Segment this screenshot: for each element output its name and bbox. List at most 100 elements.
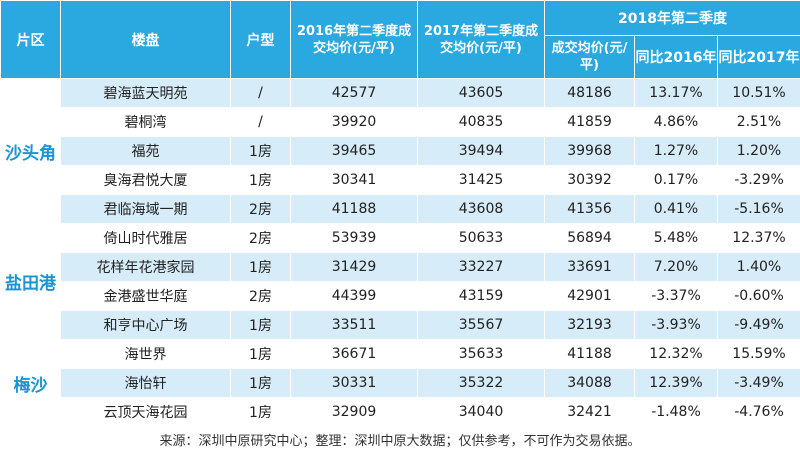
project-name: 和亨中心广场 (61, 311, 231, 340)
source-note: 来源：深圳中原研究中心；整理：深圳中原大数据；仅供参考，不可作为交易依据。 (0, 427, 800, 457)
price-2018: 56894 (545, 224, 635, 253)
unit-type: 1房 (231, 253, 291, 282)
price-2018: 42901 (545, 282, 635, 311)
price-2017: 33227 (418, 253, 545, 282)
price-2018: 33691 (545, 253, 635, 282)
yoy-2017: 2.51% (718, 108, 800, 137)
unit-type: 2房 (231, 282, 291, 311)
price-2018: 34088 (545, 369, 635, 398)
unit-type: / (231, 79, 291, 108)
project-name: 海世界 (61, 340, 231, 369)
price-2018: 32421 (545, 398, 635, 427)
yoy-2016: 4.86% (635, 108, 718, 137)
yoy-2016: 5.48% (635, 224, 718, 253)
yoy-2017: 1.40% (718, 253, 800, 282)
price-2018: 48186 (545, 79, 635, 108)
price-2016: 30341 (291, 166, 418, 195)
project-name: 金港盛世华庭 (61, 282, 231, 311)
yoy-2017: -0.60% (718, 282, 800, 311)
price-2017: 35633 (418, 340, 545, 369)
price-2017: 35567 (418, 311, 545, 340)
price-2016: 30331 (291, 369, 418, 398)
price-2018: 41859 (545, 108, 635, 137)
unit-type: 1房 (231, 398, 291, 427)
yoy-2017: -3.29% (718, 166, 800, 195)
yoy-2017: 10.51% (718, 79, 800, 108)
price-2018: 30392 (545, 166, 635, 195)
project-name: 倚山时代雅居 (61, 224, 231, 253)
unit-type: 1房 (231, 369, 291, 398)
price-2018: 41188 (545, 340, 635, 369)
price-2016: 31429 (291, 253, 418, 282)
yoy-2017: -4.76% (718, 398, 800, 427)
yoy-2016: 1.27% (635, 137, 718, 166)
header-q2-2018: 2018年第二季度 (545, 1, 800, 36)
price-2017: 39494 (418, 137, 545, 166)
project-name: 臭海君悦大厦 (61, 166, 231, 195)
header-project: 楼盘 (61, 1, 231, 79)
project-name: 云顶天海花园 (61, 398, 231, 427)
unit-type: / (231, 108, 291, 137)
table-header: 片区 楼盘 户型 2016年第二季度成交均价(元/平) 2017年第二季度成交均… (1, 1, 800, 79)
price-2017: 50633 (418, 224, 545, 253)
yoy-2017: 1.20% (718, 137, 800, 166)
yoy-2016: 0.17% (635, 166, 718, 195)
price-2017: 31425 (418, 166, 545, 195)
price-2016: 39920 (291, 108, 418, 137)
price-2017: 43608 (418, 195, 545, 224)
yoy-2017: -3.49% (718, 369, 800, 398)
project-name: 碧桐湾 (61, 108, 231, 137)
unit-type: 2房 (231, 224, 291, 253)
yoy-2016: 12.39% (635, 369, 718, 398)
unit-type: 1房 (231, 166, 291, 195)
price-2016: 33511 (291, 311, 418, 340)
project-name: 碧海蓝天明苑 (61, 79, 231, 108)
project-name: 海怡轩 (61, 369, 231, 398)
price-table: 片区 楼盘 户型 2016年第二季度成交均价(元/平) 2017年第二季度成交均… (0, 0, 800, 427)
project-name: 花样年花港家园 (61, 253, 231, 282)
yoy-2016: 7.20% (635, 253, 718, 282)
project-name: 君临海域一期 (61, 195, 231, 224)
price-2016: 53939 (291, 224, 418, 253)
header-yoy-2017: 同比2017年 (718, 36, 800, 79)
price-2016: 42577 (291, 79, 418, 108)
unit-type: 1房 (231, 137, 291, 166)
district-label: 梅沙 (1, 340, 61, 427)
price-2016: 41188 (291, 195, 418, 224)
price-2018: 41356 (545, 195, 635, 224)
yoy-2016: -3.37% (635, 282, 718, 311)
unit-type: 1房 (231, 340, 291, 369)
yoy-2017: -5.16% (718, 195, 800, 224)
price-2018: 39968 (545, 137, 635, 166)
district-label: 沙头角 (1, 79, 61, 224)
price-2017: 40835 (418, 108, 545, 137)
unit-type: 1房 (231, 311, 291, 340)
yoy-2016: -1.48% (635, 398, 718, 427)
header-q2-2016: 2016年第二季度成交均价(元/平) (291, 1, 418, 79)
price-2017: 43159 (418, 282, 545, 311)
district-label: 盐田港 (1, 224, 61, 340)
price-2016: 44399 (291, 282, 418, 311)
header-q2-2018-price: 成交均价(元/平) (545, 36, 635, 79)
price-2016: 39465 (291, 137, 418, 166)
header-district: 片区 (1, 1, 61, 79)
price-2018: 32193 (545, 311, 635, 340)
yoy-2017: -9.49% (718, 311, 800, 340)
unit-type: 2房 (231, 195, 291, 224)
yoy-2017: 12.37% (718, 224, 800, 253)
yoy-2016: 13.17% (635, 79, 718, 108)
yoy-2016: 0.41% (635, 195, 718, 224)
price-2016: 36671 (291, 340, 418, 369)
yoy-2016: -3.93% (635, 311, 718, 340)
